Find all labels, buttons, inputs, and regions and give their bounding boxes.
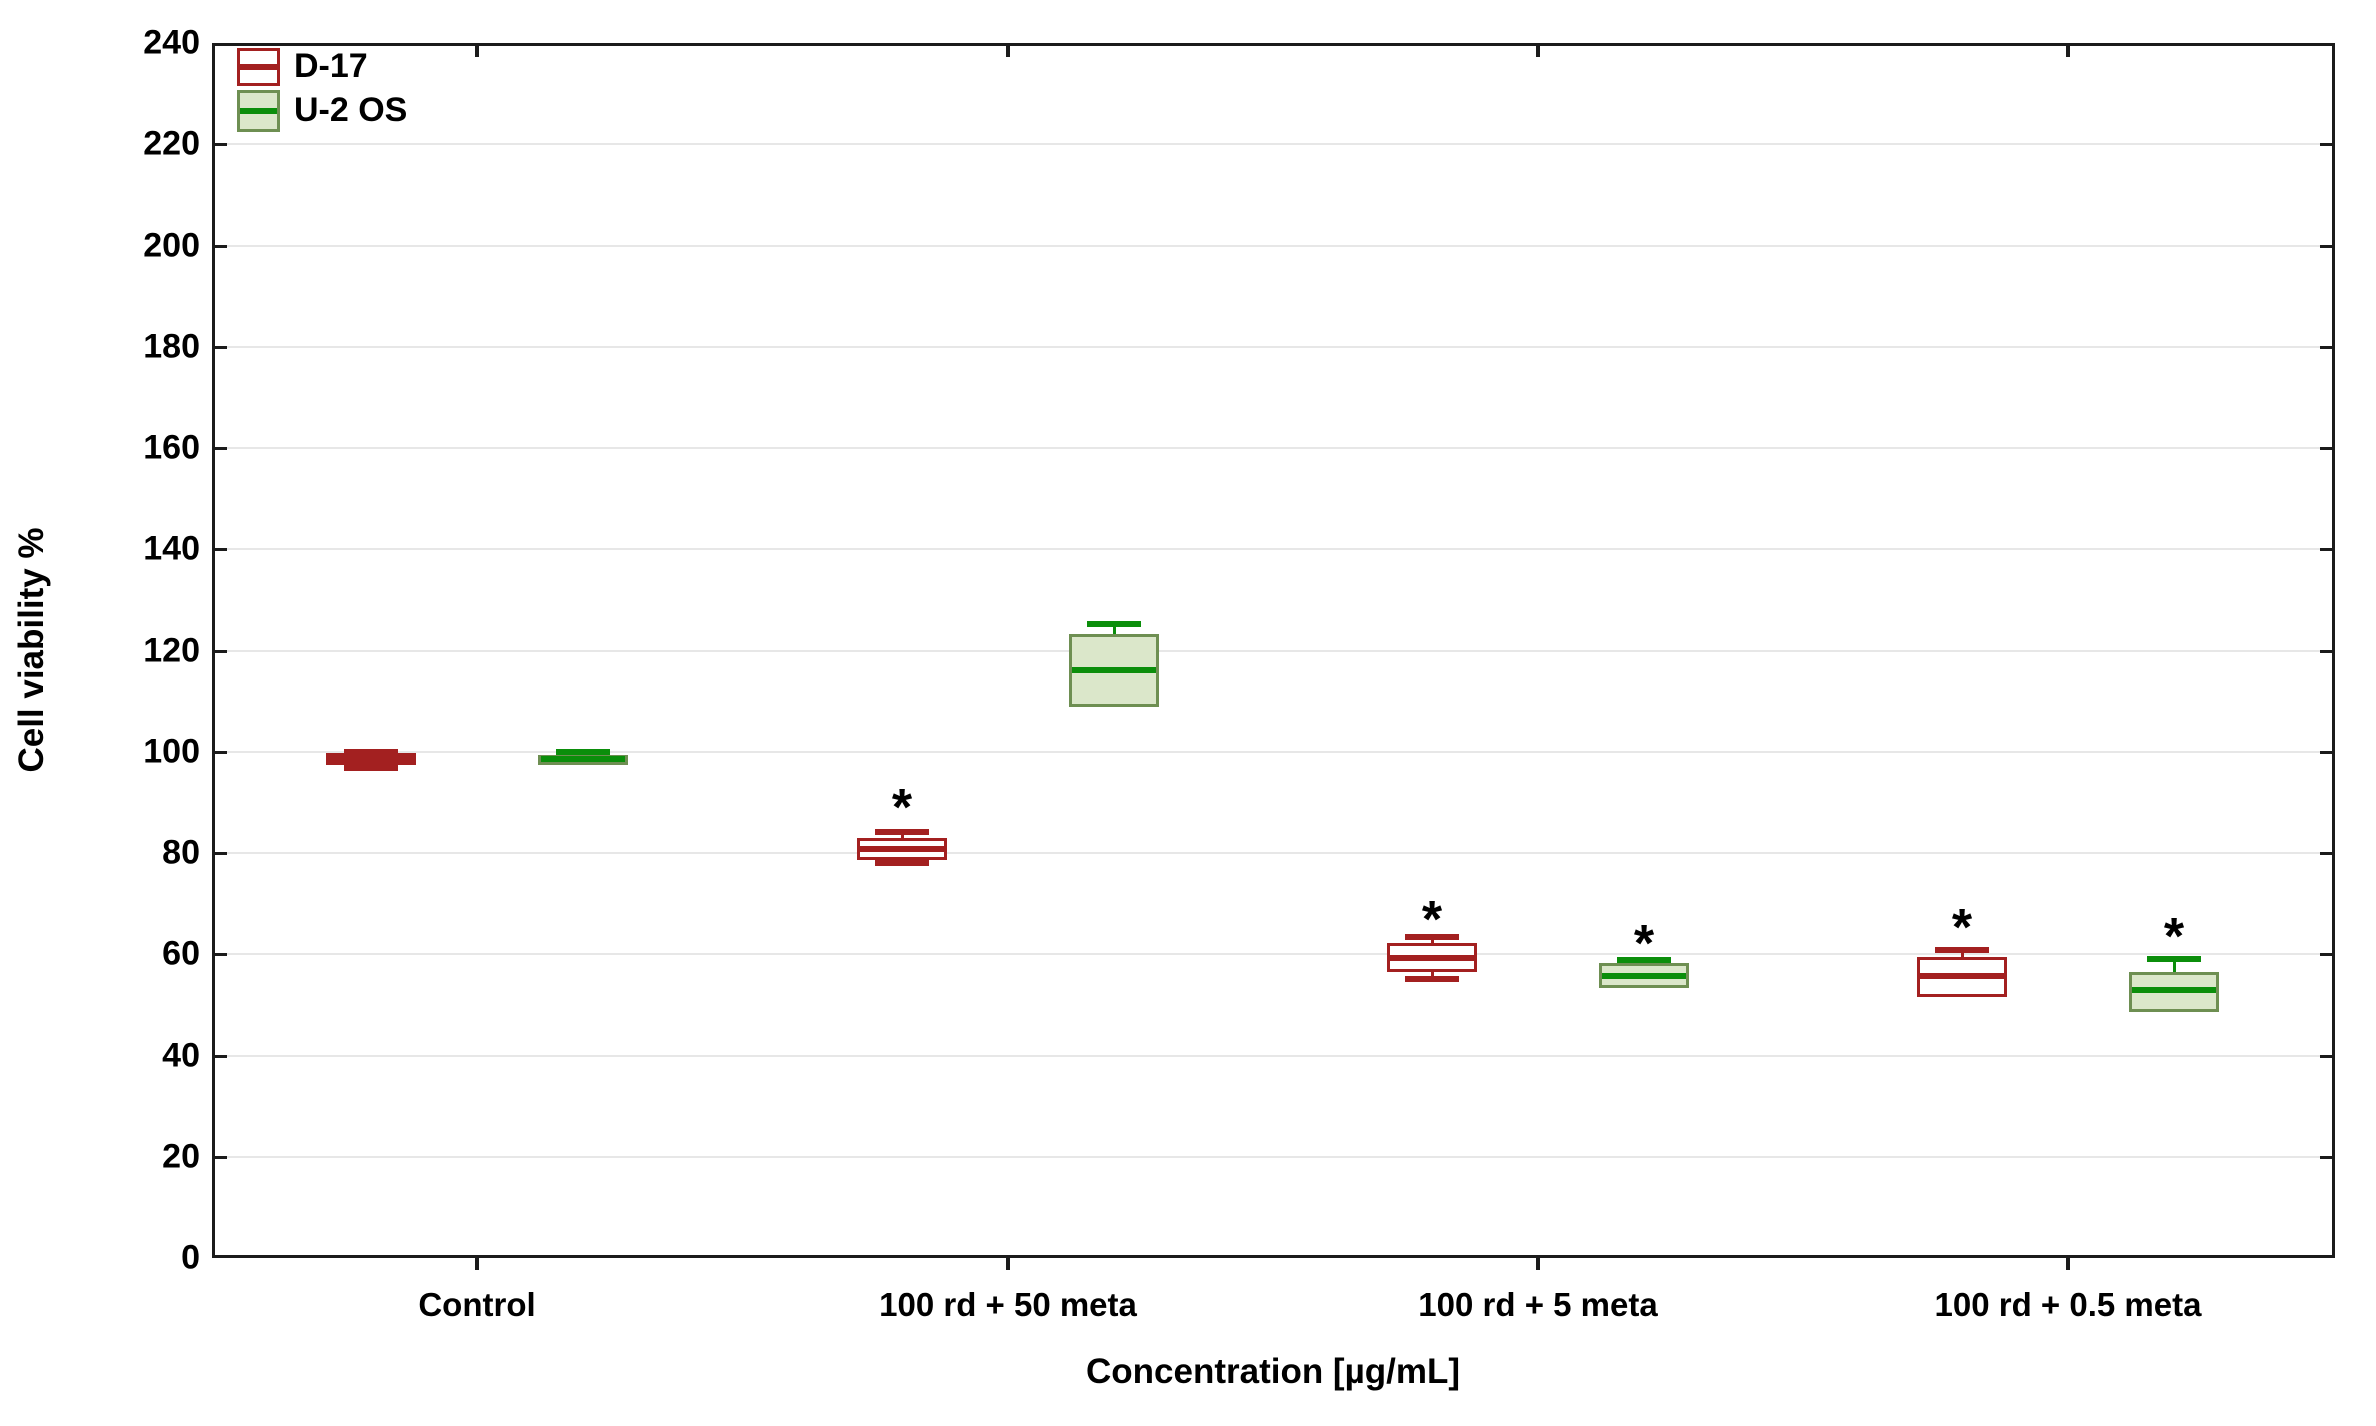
box-d17-g2-whisker-bottom bbox=[1430, 972, 1434, 979]
significance-asterisk-3: * bbox=[1951, 899, 1973, 958]
y-axis-tick-left bbox=[215, 548, 227, 552]
y-axis-tick-right bbox=[2320, 750, 2332, 754]
legend: D-17 U-2 OS bbox=[237, 47, 407, 136]
box-u2os-g3-cap-top bbox=[2147, 955, 2201, 962]
y-axis-tick-right bbox=[2320, 649, 2332, 653]
gridline-y100 bbox=[215, 750, 2332, 753]
x-axis-tick-top bbox=[1536, 46, 1540, 57]
y-axis-tick-right bbox=[2320, 244, 2332, 248]
gridline-y140 bbox=[215, 548, 2332, 551]
box-d17-g0-cap-top bbox=[344, 748, 398, 755]
box-d17-g1-cap-bottom bbox=[875, 860, 929, 867]
y-axis-tick-left bbox=[215, 1054, 227, 1058]
y-axis-title: Cell viability % bbox=[12, 527, 51, 773]
y-axis-tick-right bbox=[2320, 345, 2332, 349]
significance-asterisk-2: * bbox=[1633, 914, 1655, 973]
box-d17-g0-median bbox=[329, 756, 413, 763]
box-d17-g0-cap-bottom bbox=[344, 764, 398, 771]
box-u2os-g1-cap-top bbox=[1087, 621, 1141, 628]
x-axis-tick-top bbox=[475, 46, 479, 57]
y-tick-label-200: 200 bbox=[143, 226, 200, 264]
x-axis-tick-bottom bbox=[2066, 1258, 2070, 1270]
box-u2os-g2-cap-top bbox=[1617, 956, 1671, 963]
gridline-y20 bbox=[215, 1155, 2332, 1158]
legend-item-d17: D-17 bbox=[237, 47, 407, 86]
y-axis-tick-right bbox=[2320, 953, 2332, 957]
y-axis-tick-left bbox=[215, 953, 227, 957]
y-axis-tick-left bbox=[215, 750, 227, 754]
y-tick-label-120: 120 bbox=[143, 631, 200, 669]
significance-asterisk-4: * bbox=[2163, 908, 2185, 967]
box-d17-g2-cap-top bbox=[1405, 934, 1459, 941]
box-d17-g2-whisker-top bbox=[1430, 937, 1434, 944]
legend-label-d17: D-17 bbox=[294, 47, 368, 86]
box-u2os-g0-median bbox=[541, 755, 625, 762]
y-tick-label-240: 240 bbox=[143, 23, 200, 62]
box-d17-g2-median bbox=[1390, 955, 1474, 962]
gridline-y220 bbox=[215, 143, 2332, 146]
y-axis-tick-right bbox=[2320, 143, 2332, 147]
x-axis-tick-bottom bbox=[1536, 1258, 1540, 1270]
boxplot-glyph-icon bbox=[237, 48, 280, 86]
x-tick-label-0: Control bbox=[418, 1286, 536, 1323]
x-axis-tick-top bbox=[1006, 46, 1010, 57]
y-tick-label-160: 160 bbox=[143, 428, 200, 467]
y-axis-tick-left bbox=[215, 345, 227, 349]
y-tick-label-60: 60 bbox=[162, 934, 200, 973]
y-tick-label-20: 20 bbox=[162, 1137, 200, 1176]
gridline-y120 bbox=[215, 649, 2332, 652]
box-d17-g2-cap-bottom bbox=[1405, 975, 1459, 982]
box-d17-g3-median bbox=[1920, 972, 2004, 979]
gridline-y200 bbox=[215, 244, 2332, 247]
box-u2os-g1-whisker-top bbox=[1112, 624, 1116, 634]
gridline-y40 bbox=[215, 1054, 2332, 1057]
y-tick-label-220: 220 bbox=[143, 124, 200, 163]
significance-asterisk-0: * bbox=[891, 779, 913, 838]
y-tick-label-80: 80 bbox=[162, 833, 200, 872]
gridline-y160 bbox=[215, 447, 2332, 449]
y-tick-label-140: 140 bbox=[143, 529, 200, 568]
box-u2os-g2-median bbox=[1602, 972, 1686, 979]
y-axis-tick-right bbox=[2320, 1054, 2332, 1058]
y-axis-tick-right bbox=[2320, 1155, 2332, 1159]
box-u2os-g3-whisker-top bbox=[2172, 958, 2176, 973]
y-axis-tick-right bbox=[2320, 852, 2332, 855]
y-tick-label-180: 180 bbox=[143, 327, 200, 366]
x-tick-label-1: 100 rd + 50 meta bbox=[879, 1286, 1137, 1323]
significance-asterisk-1: * bbox=[1421, 890, 1443, 949]
box-u2os-g3-median bbox=[2132, 987, 2216, 994]
y-axis-tick-left bbox=[215, 143, 227, 147]
y-tick-label-40: 40 bbox=[162, 1036, 200, 1074]
y-axis-tick-right bbox=[2320, 447, 2332, 450]
box-u2os-g0-cap-top bbox=[556, 748, 610, 755]
box-d17-g1-cap-top bbox=[875, 829, 929, 836]
y-axis-tick-left bbox=[215, 244, 227, 248]
box-d17-g1-median bbox=[860, 845, 944, 852]
y-axis-tick-left bbox=[215, 649, 227, 653]
boxplot-glyph-icon bbox=[237, 90, 280, 132]
x-axis-title: Concentration [µg/mL] bbox=[1085, 1352, 1461, 1391]
box-u2os-g1-median bbox=[1072, 666, 1156, 673]
y-axis-tick-left bbox=[215, 852, 227, 855]
gridline-y180 bbox=[215, 345, 2332, 348]
box-d17-g3-cap-top bbox=[1935, 946, 1989, 953]
legend-label-u2os: U-2 OS bbox=[294, 91, 408, 130]
box-d17-g3-whisker-top bbox=[1960, 949, 1964, 958]
legend-item-u2os: U-2 OS bbox=[237, 90, 407, 132]
y-axis-tick-left bbox=[215, 447, 227, 450]
gridline-y60 bbox=[215, 953, 2332, 956]
x-axis-tick-bottom bbox=[1006, 1258, 1010, 1270]
x-axis-tick-bottom bbox=[475, 1258, 479, 1270]
x-tick-label-2: 100 rd + 5 meta bbox=[1418, 1286, 1658, 1323]
x-tick-label-3: 100 rd + 0.5 meta bbox=[1934, 1286, 2202, 1323]
y-axis-tick-right bbox=[2320, 548, 2332, 552]
y-tick-label-0: 0 bbox=[181, 1238, 200, 1277]
y-tick-label-100: 100 bbox=[143, 732, 200, 771]
gridline-y80 bbox=[215, 852, 2332, 854]
y-axis-tick-left bbox=[215, 1155, 227, 1159]
x-axis-tick-top bbox=[2066, 46, 2070, 57]
